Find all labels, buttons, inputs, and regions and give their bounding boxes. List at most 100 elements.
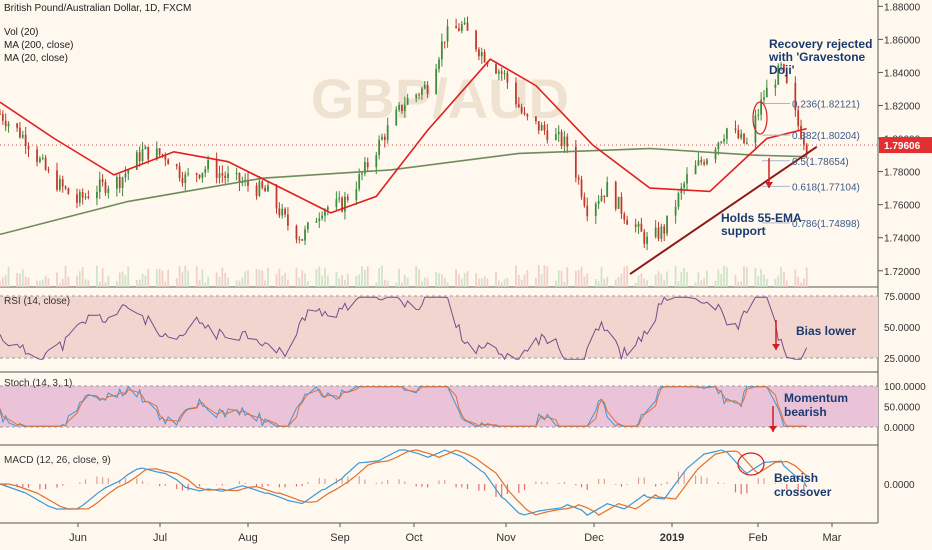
bias-annotation: Bias lower	[796, 324, 856, 338]
volume-bar	[141, 273, 144, 287]
annotations: British Pound/Australian Dollar, 1D, FXC…	[4, 3, 872, 499]
candle-body	[683, 183, 686, 188]
indicator-legend: MA (200, close)	[4, 40, 73, 51]
candle-body	[458, 28, 460, 31]
price-tick-label: 1.78000	[884, 168, 921, 179]
candle-body	[238, 172, 241, 183]
volume-bar	[366, 266, 369, 287]
volume-bar	[39, 280, 41, 287]
volume-bar	[597, 281, 600, 287]
candle-body	[563, 136, 566, 146]
candle-body	[580, 179, 583, 197]
volume-bar	[774, 278, 777, 287]
volume-bar	[446, 282, 449, 287]
candle-body	[623, 213, 626, 220]
candle-body	[204, 169, 207, 173]
candle-body	[47, 169, 50, 171]
volume-bar	[438, 273, 440, 287]
volume-bar	[717, 269, 720, 287]
last-price-tag	[879, 137, 932, 154]
volume-bar	[375, 282, 378, 287]
volume-bar	[344, 279, 346, 287]
candle-body	[107, 188, 110, 193]
volume-bar	[284, 272, 286, 287]
candle-body	[740, 133, 743, 139]
volume-bar	[124, 275, 127, 287]
volume-bar	[275, 273, 278, 287]
candle-body	[358, 174, 361, 190]
volume-bar	[363, 269, 366, 287]
symbol-title: British Pound/Australian Dollar, 1D, FXC…	[4, 3, 191, 14]
candle-body	[138, 152, 141, 161]
candle-body	[805, 144, 808, 154]
candle-body	[760, 99, 763, 115]
candle-body	[58, 179, 61, 190]
candle-body	[361, 173, 363, 175]
candle-body	[121, 177, 124, 189]
volume-bar	[261, 270, 264, 287]
volume-bar	[443, 277, 446, 287]
volume-bar	[164, 281, 167, 287]
time-tick-label: Nov	[496, 532, 516, 544]
candle-body	[646, 236, 648, 244]
candlesticks[interactable]	[0, 16, 808, 251]
volume-bar	[794, 269, 797, 287]
volume-bar	[546, 266, 549, 287]
candle-body	[700, 160, 703, 163]
rsi-tick-label: 50.0000	[884, 323, 921, 334]
candle-body	[463, 22, 466, 24]
candle-body	[440, 41, 443, 60]
volume-bar	[84, 279, 87, 287]
candle-body	[386, 125, 389, 140]
volume-bar	[463, 273, 466, 287]
volume-bar	[486, 278, 489, 287]
volume-bar	[346, 274, 349, 287]
candle-body	[155, 148, 158, 160]
candle-body	[215, 159, 218, 178]
candle-body	[726, 128, 728, 140]
candle-body	[800, 125, 802, 139]
volume-bar	[506, 278, 509, 287]
volume-bar	[517, 275, 520, 287]
candle-body	[495, 64, 497, 74]
volume-bar	[287, 279, 289, 287]
candle-body	[674, 206, 677, 216]
candle-body	[765, 87, 768, 98]
candle-body	[415, 94, 418, 99]
volume-bar	[218, 276, 221, 287]
volume-bar	[398, 268, 400, 287]
volume-bar	[663, 279, 666, 287]
candle-body	[207, 159, 209, 170]
volume-bar	[16, 273, 18, 287]
volume-bar	[81, 267, 84, 287]
volume-bar	[267, 267, 269, 287]
crossover-highlight-circle	[737, 452, 765, 476]
volume-bar	[235, 280, 238, 287]
volume-bar	[785, 280, 788, 287]
price-tick-label: 1.76000	[884, 201, 921, 212]
volume-bar	[4, 275, 7, 287]
candle-body	[264, 187, 266, 192]
volume-bar	[101, 268, 104, 287]
volume-bar	[523, 274, 526, 287]
volume-bar	[264, 280, 266, 287]
candle-body	[241, 182, 244, 184]
volume-bar	[98, 281, 101, 287]
volume-bar	[147, 268, 150, 287]
candle-body	[421, 88, 423, 96]
support-trendline	[629, 145, 818, 275]
volume-bar	[797, 276, 800, 287]
rsi-tick-label: 25.0000	[884, 354, 921, 365]
volume-bar	[694, 282, 697, 287]
candle-body	[78, 191, 81, 203]
volume-bar	[697, 272, 700, 287]
candle-body	[24, 134, 27, 146]
candle-body	[344, 196, 346, 212]
time-tick-label: 2019	[660, 532, 684, 544]
volume-bar	[515, 265, 517, 287]
volume-bar	[674, 266, 677, 287]
volume-bar	[660, 273, 663, 287]
fib-level-label: 0.786(1.74898)	[792, 219, 860, 230]
stoch-tick-label: 100.0000	[884, 382, 926, 393]
